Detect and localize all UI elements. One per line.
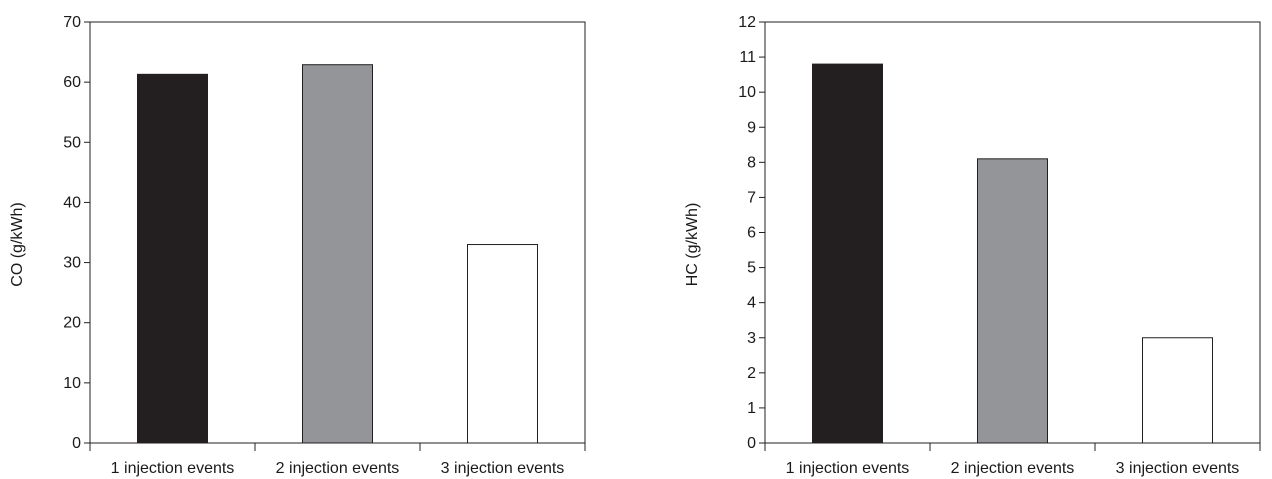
hc-y-tick-label: 12 <box>738 14 756 31</box>
co-y-tick-label: 20 <box>63 315 81 332</box>
hc-y-tick-label: 0 <box>747 435 756 452</box>
hc-y-tick-label: 7 <box>747 189 756 206</box>
hc-bar-3 <box>1142 337 1213 444</box>
co-y-tick-label: 40 <box>63 194 81 211</box>
hc-bar-2 <box>977 158 1048 444</box>
hc-x-category-label: 1 injection events <box>786 460 910 477</box>
co-y-tick-label: 10 <box>63 375 81 392</box>
co-y-axis-title: CO (g/kWh) <box>9 202 26 286</box>
hc-y-tick-label: 2 <box>747 365 756 382</box>
co-x-category-label: 3 injection events <box>441 460 565 477</box>
hc-bar-1 <box>812 63 883 444</box>
co-y-tick-label: 50 <box>63 134 81 151</box>
co-y-tick-label: 70 <box>63 14 81 31</box>
hc-x-category-label: 3 injection events <box>1116 460 1240 477</box>
co-bar-1 <box>137 73 208 444</box>
co-bar-2 <box>302 64 373 444</box>
co-x-category-label: 1 injection events <box>111 460 235 477</box>
co-y-tick-label: 60 <box>63 74 81 91</box>
co-y-tick-label: 30 <box>63 255 81 272</box>
co-y-tick-label: 0 <box>72 435 81 452</box>
hc-y-tick-label: 1 <box>747 400 756 417</box>
co-plot-frame <box>89 21 586 444</box>
hc-y-tick-label: 6 <box>747 225 756 242</box>
hc-y-tick-label: 9 <box>747 119 756 136</box>
co-bar-3 <box>467 244 538 444</box>
hc-y-tick-label: 5 <box>747 260 756 277</box>
hc-y-tick-label: 8 <box>747 154 756 171</box>
co-x-category-label: 2 injection events <box>276 460 400 477</box>
co-chart: 0 10 20 30 40 50 60 70 1 injection events 2 injec… <box>9 14 586 477</box>
hc-y-axis-title: HC (g/kWh) <box>684 203 701 287</box>
hc-x-category-label: 2 injection events <box>951 460 1075 477</box>
hc-y-tick-label: 10 <box>738 84 756 101</box>
hc-y-tick-label: 4 <box>747 295 756 312</box>
hc-y-tick-label: 3 <box>747 330 756 347</box>
hc-y-tick-label: 11 <box>739 49 756 66</box>
